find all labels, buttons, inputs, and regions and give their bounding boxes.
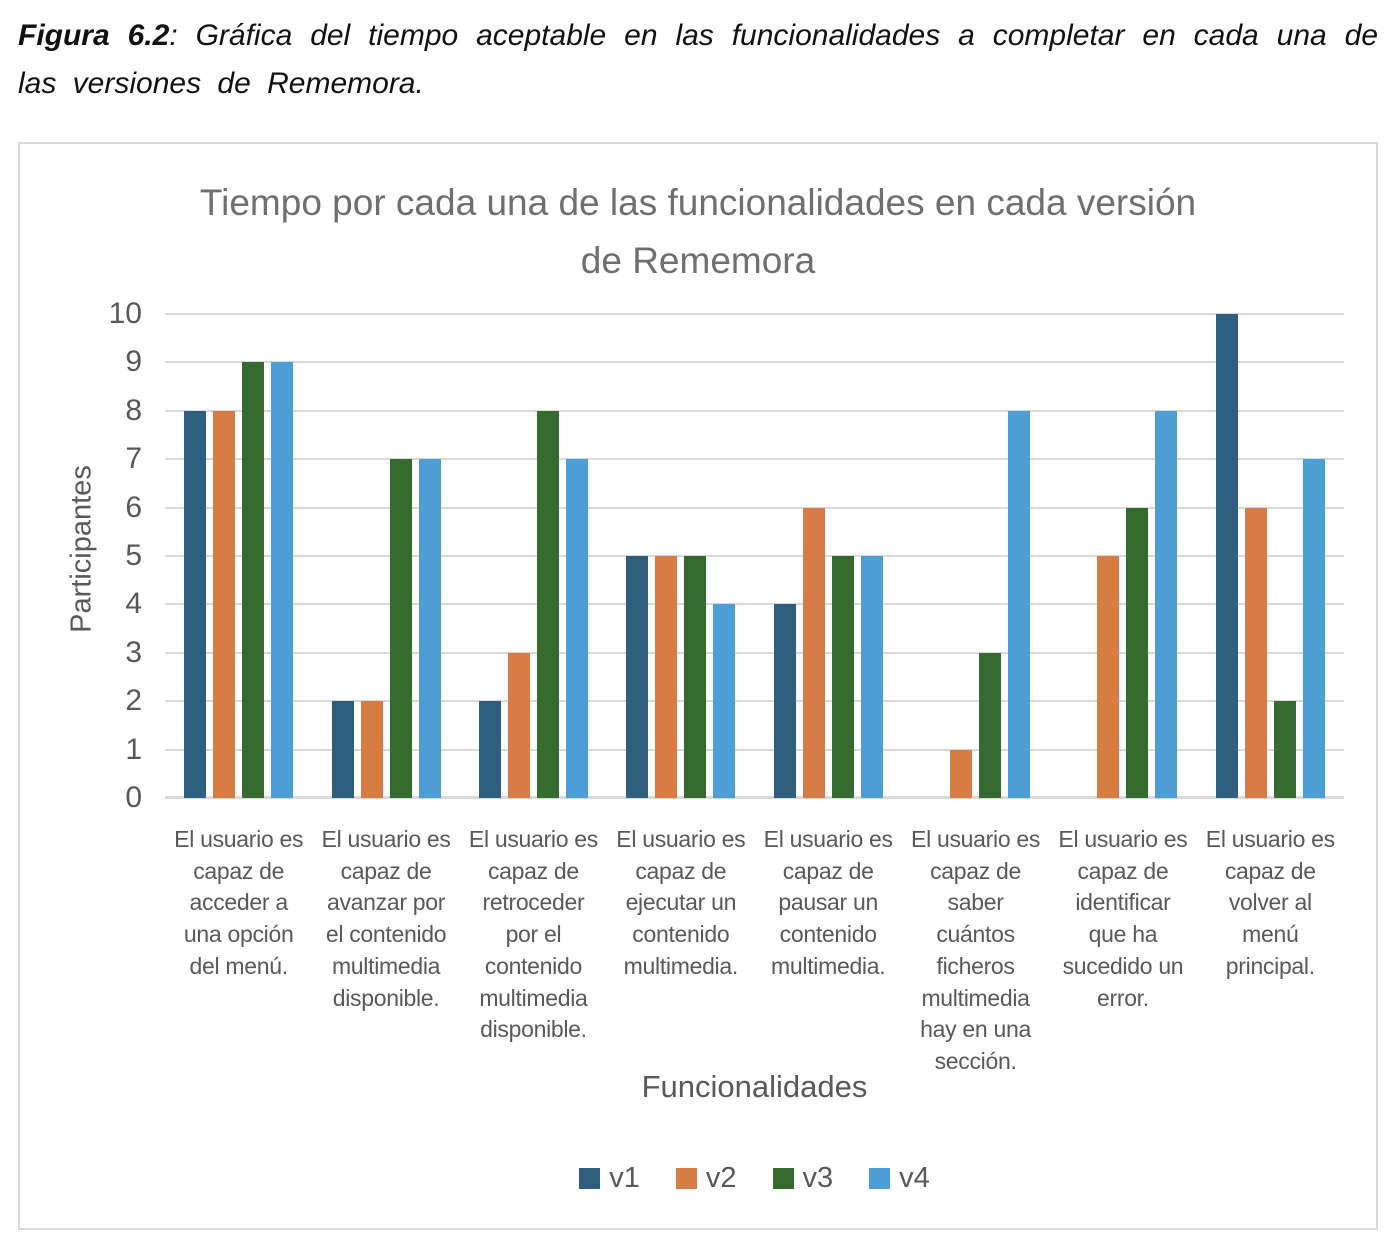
- bar-v1-category-3: [478, 701, 501, 798]
- legend-item-v4: v4: [869, 1162, 930, 1195]
- bar-v1-category-2: [331, 701, 354, 798]
- legend-item-v3: v3: [772, 1162, 834, 1195]
- bar-v4-category-3: [565, 459, 588, 798]
- y-tick-label-9: 9: [125, 345, 142, 379]
- bar-v4-category-1: [271, 362, 294, 798]
- legend-swatch-v3: [772, 1168, 794, 1189]
- legend-item-v2: v2: [675, 1162, 737, 1195]
- x-category-label-1: El usuario es capaz de acceder a una opc…: [174, 826, 304, 979]
- gridline-7: [165, 458, 1344, 461]
- bar-group-3: [460, 314, 607, 798]
- legend-item-v1: v1: [579, 1162, 640, 1195]
- gridline-1: [165, 748, 1344, 751]
- gridline-2: [165, 700, 1344, 703]
- bar-group-6: [902, 314, 1049, 798]
- gridline-10: [165, 313, 1344, 315]
- bar-v1-category-4: [626, 556, 649, 798]
- bar-v2-category-4: [655, 556, 678, 798]
- chart-frame: Tiempo por cada una de las funcionalidad…: [18, 142, 1378, 1230]
- x-category-label-2: El usuario es capaz de avanzar por el co…: [321, 826, 451, 1011]
- bar-v4-category-5: [860, 556, 883, 798]
- figure-caption: Figura 6.2: Gráfica del tiempo aceptable…: [18, 12, 1378, 108]
- bar-v4-category-6: [1008, 410, 1031, 798]
- bar-group-7: [1049, 314, 1196, 798]
- legend-label-v1: v1: [609, 1162, 640, 1194]
- bar-v4-category-8: [1302, 459, 1325, 798]
- y-tick-label-8: 8: [125, 393, 142, 427]
- gridline-8: [165, 409, 1344, 412]
- x-category-label-3: El usuario es capaz de retroceder por el…: [468, 826, 598, 1043]
- bar-v3-category-3: [536, 410, 559, 798]
- x-category-label-8: El usuario es capaz de volver al menú pr…: [1205, 826, 1335, 979]
- bar-v2-category-6: [950, 749, 973, 798]
- y-tick-label-0: 0: [125, 781, 142, 814]
- legend-swatch-v4: [869, 1168, 891, 1189]
- legend-label-v4: v4: [899, 1162, 930, 1194]
- bar-v2-category-1: [213, 410, 236, 798]
- bar-v1-category-1: [184, 410, 207, 798]
- y-tick-label-6: 6: [125, 490, 142, 524]
- bar-v3-category-2: [389, 459, 412, 798]
- bar-v2-category-3: [507, 652, 530, 798]
- chart-title: Tiempo por cada una de las funcionalidad…: [199, 182, 1197, 282]
- bar-v2-category-7: [1097, 556, 1120, 798]
- bar-v2-category-8: [1244, 507, 1267, 798]
- y-tick-label-10: 10: [108, 297, 142, 330]
- x-axis-title: Funcionalidades: [641, 1069, 868, 1104]
- bar-v4-category-7: [1155, 410, 1178, 798]
- figure-caption-label: Figura 6.2: [18, 19, 170, 52]
- gridline-4: [165, 603, 1344, 606]
- y-axis-ticks: 0 1 2 3 4 5 6 7 8 9 10: [20, 299, 142, 813]
- bar-v4-category-4: [713, 604, 736, 798]
- legend-swatch-v2: [675, 1168, 697, 1189]
- bar-v3-category-5: [831, 556, 854, 798]
- y-tick-label-2: 2: [125, 684, 142, 718]
- bar-v1-category-8: [1215, 314, 1238, 798]
- x-category-label-5: El usuario es capaz de pausar un conteni…: [763, 826, 893, 979]
- bar-v1-category-5: [773, 604, 796, 798]
- y-tick-label-4: 4: [125, 587, 142, 621]
- bar-group-4: [607, 314, 754, 798]
- gridline-3: [165, 651, 1344, 654]
- legend-swatch-v1: [579, 1168, 601, 1189]
- plot-area: [165, 313, 1344, 799]
- bar-v4-category-2: [418, 459, 441, 798]
- bar-group-1: [165, 314, 312, 798]
- x-category-label-4: El usuario es capaz de ejecutar un conte…: [616, 826, 746, 979]
- y-tick-label-1: 1: [125, 732, 142, 766]
- bar-v2-category-2: [360, 701, 383, 798]
- y-tick-label-7: 7: [125, 442, 142, 476]
- bar-v3-category-7: [1126, 507, 1149, 798]
- x-category-label-7: El usuario es capaz de identificar que h…: [1058, 826, 1188, 1011]
- bar-group-2: [312, 314, 459, 798]
- x-category-label-6: El usuario es capaz de saber cuántos fic…: [911, 826, 1041, 1075]
- gridline-5: [165, 555, 1344, 557]
- y-tick-label-3: 3: [125, 635, 142, 669]
- bar-v3-category-4: [684, 556, 707, 798]
- bar-v3-category-8: [1273, 701, 1296, 798]
- legend: v1 v2 v3 v4: [165, 1162, 1344, 1195]
- gridline-6: [165, 506, 1344, 509]
- bar-v3-category-6: [979, 652, 1002, 798]
- legend-label-v2: v2: [705, 1162, 737, 1194]
- x-axis-labels: El usuario es capaz de acceder a una opc…: [165, 824, 1344, 1078]
- legend-label-v3: v3: [802, 1162, 834, 1194]
- figure-caption-text: : Gráfica del tiempo aceptable en las fu…: [18, 19, 1379, 100]
- bar-group-5: [755, 314, 902, 798]
- bar-v2-category-5: [802, 507, 825, 798]
- gridline-9: [165, 361, 1344, 364]
- bar-group-8: [1197, 314, 1344, 798]
- bar-v3-category-1: [242, 362, 265, 798]
- x-axis-line: [165, 796, 1344, 799]
- y-tick-label-5: 5: [125, 539, 142, 572]
